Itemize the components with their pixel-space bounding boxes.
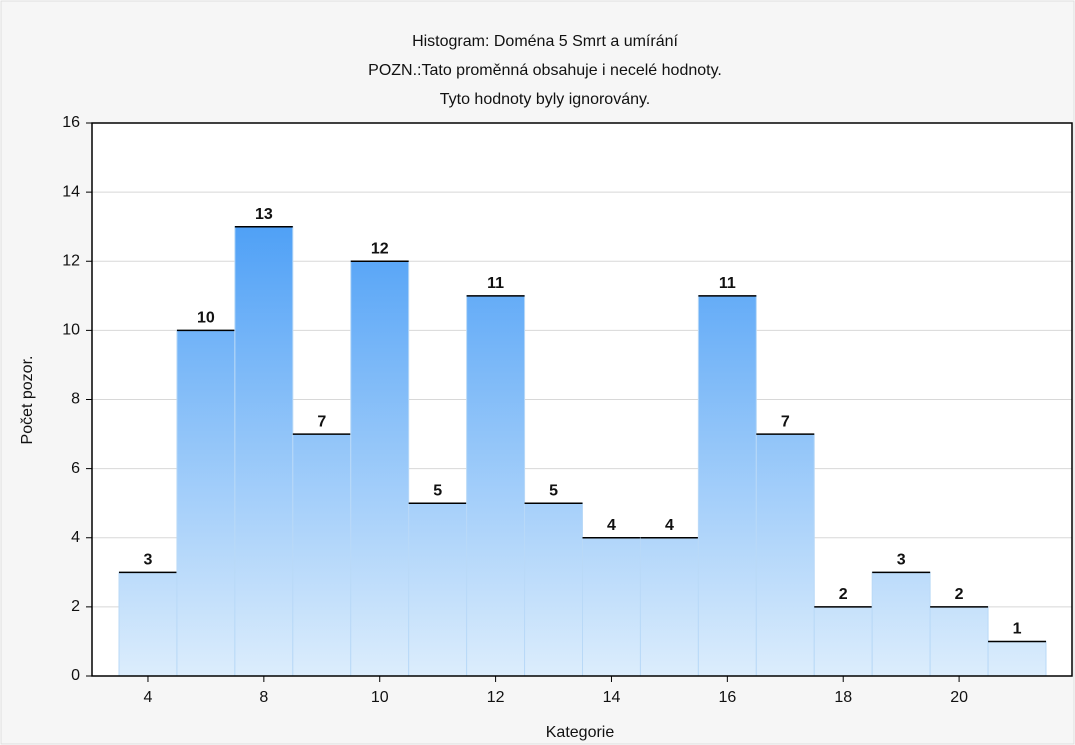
bar xyxy=(350,260,410,677)
bar xyxy=(813,606,873,677)
y-tick-label: 4 xyxy=(71,529,80,546)
bar xyxy=(929,606,989,677)
y-tick-label: 8 xyxy=(71,391,80,408)
bar xyxy=(987,640,1047,677)
x-tick-label: 12 xyxy=(487,689,505,706)
value-label: 5 xyxy=(549,482,558,499)
y-tick-label: 10 xyxy=(62,322,80,339)
y-tick-label: 2 xyxy=(71,598,80,615)
x-tick-label: 18 xyxy=(834,689,852,706)
bar xyxy=(755,433,815,677)
y-tick-label: 12 xyxy=(62,252,80,269)
bar xyxy=(697,295,757,677)
value-label: 11 xyxy=(487,275,504,292)
bar xyxy=(871,571,931,677)
bar xyxy=(466,295,526,677)
value-label: 4 xyxy=(607,517,616,534)
bar xyxy=(524,502,583,677)
value-label: 7 xyxy=(317,413,326,430)
bar xyxy=(582,537,641,677)
x-tick-label: 14 xyxy=(603,689,621,706)
chart-title: Histogram: Doména 5 Smrt a umírání xyxy=(412,33,678,50)
value-label: 4 xyxy=(665,517,674,534)
bar xyxy=(639,537,699,677)
x-tick-label: 4 xyxy=(144,689,153,706)
x-tick-label: 20 xyxy=(950,689,968,706)
value-label: 3 xyxy=(144,552,153,569)
value-label: 1 xyxy=(1013,621,1022,638)
x-tick-label: 10 xyxy=(371,689,389,706)
value-label: 2 xyxy=(839,586,848,603)
bar xyxy=(234,226,294,677)
value-label: 11 xyxy=(719,275,736,292)
value-label: 5 xyxy=(433,482,442,499)
bar xyxy=(176,329,236,677)
bar xyxy=(408,502,468,677)
value-label: 12 xyxy=(371,240,389,257)
value-label: 2 xyxy=(955,586,964,603)
bar xyxy=(118,571,178,677)
value-label: 3 xyxy=(897,552,906,569)
value-label: 7 xyxy=(781,413,790,430)
chart-subtitle: Tyto hodnoty byly ignorovány. xyxy=(440,91,651,108)
y-tick-label: 6 xyxy=(71,460,80,477)
bar xyxy=(292,433,352,677)
chart-subtitle: POZN.:Tato proměnná obsahuje i necelé ho… xyxy=(368,62,722,79)
y-tick-label: 16 xyxy=(62,114,80,131)
y-tick-label: 14 xyxy=(62,183,80,200)
y-axis-label: Počet pozor. xyxy=(19,356,36,445)
y-tick-label: 0 xyxy=(71,667,80,684)
value-label: 13 xyxy=(255,206,273,223)
x-tick-label: 8 xyxy=(259,689,268,706)
x-tick-label: 16 xyxy=(718,689,736,706)
x-axis-label: Kategorie xyxy=(546,724,615,741)
plot-frame xyxy=(91,122,1073,677)
value-label: 10 xyxy=(197,310,215,327)
